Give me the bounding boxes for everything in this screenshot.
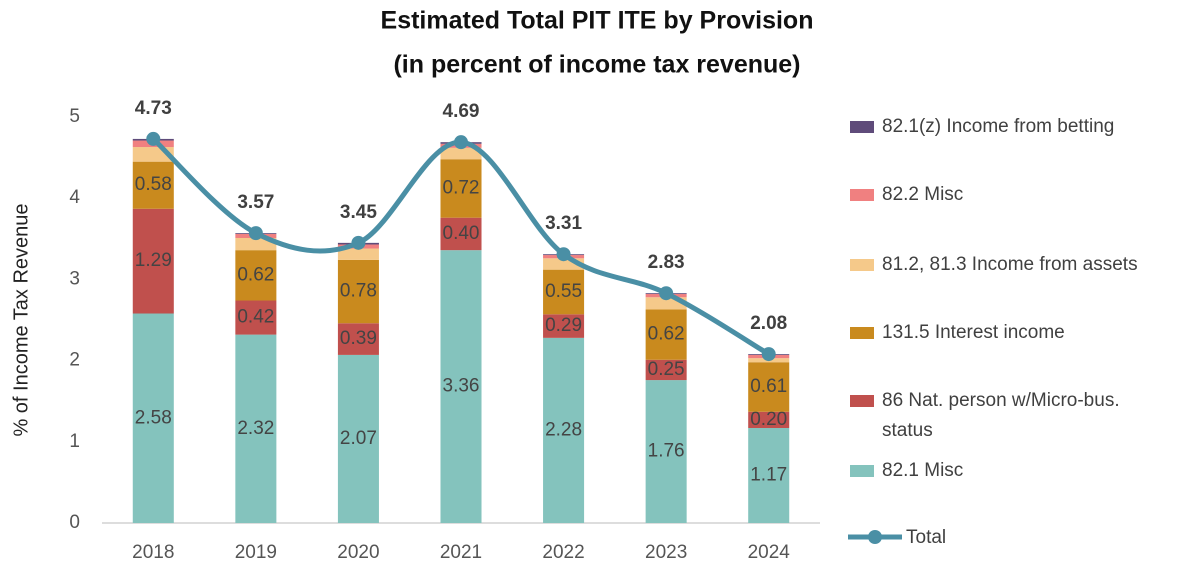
total-label: 4.73 bbox=[135, 98, 172, 119]
data-label: 0.20 bbox=[750, 409, 787, 430]
legend-item: 131.5 Interest income bbox=[850, 318, 1172, 348]
legend-label: 82.1(z) Income from betting bbox=[882, 116, 1115, 137]
bar-segment bbox=[235, 237, 277, 251]
data-label: 0.55 bbox=[545, 281, 582, 302]
x-tick-label: 2018 bbox=[132, 542, 174, 563]
data-label: 3.36 bbox=[443, 376, 480, 397]
legend-swatch bbox=[850, 121, 874, 133]
bar-segment bbox=[235, 334, 277, 523]
total-label: 3.45 bbox=[340, 202, 377, 223]
bar-segment bbox=[748, 411, 790, 428]
x-tick-label: 2023 bbox=[645, 542, 687, 563]
bar-segment bbox=[337, 354, 379, 523]
total-marker bbox=[248, 226, 263, 241]
bar-segment bbox=[337, 323, 379, 355]
y-tick-label: 1 bbox=[69, 431, 80, 452]
legend-label: 82.2 Misc bbox=[882, 184, 964, 205]
y-tick-label: 5 bbox=[69, 106, 80, 127]
bar-segment bbox=[235, 250, 277, 301]
total-marker bbox=[351, 235, 366, 250]
bar-segment bbox=[543, 269, 585, 315]
data-label: 2.58 bbox=[135, 407, 172, 428]
data-label: 0.40 bbox=[443, 223, 480, 244]
legend-label: 86 Nat. person w/Micro-bus. status bbox=[882, 390, 1120, 441]
total-marker bbox=[454, 135, 468, 150]
bar-segment bbox=[543, 337, 585, 523]
legend-item: 86 Nat. person w/Micro-bus. status bbox=[850, 386, 1172, 446]
bar-segment bbox=[132, 313, 174, 523]
total-marker bbox=[146, 131, 161, 146]
bar-segment bbox=[235, 300, 277, 335]
bar-segment bbox=[440, 250, 482, 523]
bar-segment bbox=[440, 217, 482, 251]
legend-swatch bbox=[868, 530, 882, 544]
data-label: 0.78 bbox=[340, 281, 377, 302]
total-marker bbox=[659, 286, 674, 301]
chart-subtitle: (in percent of income tax revenue) bbox=[393, 51, 800, 79]
total-label: 4.69 bbox=[443, 101, 480, 122]
legend-swatch bbox=[850, 259, 874, 271]
bar-segment bbox=[543, 314, 585, 338]
legend-label: 82.1 Misc bbox=[882, 460, 964, 481]
bar-segment bbox=[440, 159, 482, 218]
legend-item: 82.1(z) Income from betting bbox=[850, 112, 1172, 142]
data-label: 0.58 bbox=[135, 174, 172, 195]
y-tick-label: 0 bbox=[69, 512, 80, 533]
legend-swatch bbox=[850, 465, 874, 477]
y-axis-label: % of Income Tax Revenue bbox=[10, 203, 32, 436]
bar-segment bbox=[337, 259, 379, 324]
y-tick-label: 2 bbox=[69, 350, 80, 371]
x-tick-label: 2021 bbox=[440, 542, 482, 563]
legend-item: 81.2, 81.3 Income from assets bbox=[850, 250, 1172, 280]
legend-label: 81.2, 81.3 Income from assets bbox=[882, 254, 1138, 275]
data-label: 2.32 bbox=[237, 418, 274, 439]
total-marker bbox=[556, 247, 571, 262]
bar-segment bbox=[132, 161, 174, 209]
total-label: 2.08 bbox=[750, 313, 787, 334]
bar-segment bbox=[337, 248, 379, 260]
data-label: 0.42 bbox=[237, 307, 274, 328]
data-label: 0.61 bbox=[750, 376, 787, 397]
bar-segment bbox=[645, 380, 687, 523]
x-tick-label: 2024 bbox=[748, 542, 791, 563]
bar-segment bbox=[543, 258, 585, 270]
bar-segment bbox=[645, 309, 687, 360]
data-label: 1.29 bbox=[135, 250, 172, 271]
data-label: 0.29 bbox=[545, 315, 582, 336]
legend-swatch bbox=[850, 327, 874, 339]
data-label: 2.28 bbox=[545, 419, 582, 440]
bar-segment bbox=[748, 427, 790, 523]
legend-label: 131.5 Interest income bbox=[882, 322, 1065, 343]
legend-swatch bbox=[850, 189, 874, 201]
legend-swatch bbox=[850, 395, 874, 407]
data-label: 0.62 bbox=[648, 324, 685, 345]
legend-label: Total bbox=[906, 527, 946, 548]
x-tick-label: 2019 bbox=[235, 542, 277, 563]
total-label: 3.57 bbox=[237, 192, 274, 213]
bar-segment bbox=[645, 359, 687, 381]
legend-item: 82.1 Misc bbox=[850, 456, 1172, 486]
total-marker bbox=[761, 347, 776, 362]
data-label: 0.72 bbox=[443, 177, 480, 198]
total-label: 2.83 bbox=[648, 252, 685, 273]
total-label: 3.31 bbox=[545, 213, 582, 234]
bar-segment bbox=[132, 208, 174, 314]
y-tick-label: 3 bbox=[69, 268, 80, 289]
data-label: 0.62 bbox=[237, 264, 274, 285]
data-label: 1.76 bbox=[648, 441, 685, 462]
data-label: 0.25 bbox=[648, 359, 685, 380]
x-tick-label: 2022 bbox=[542, 542, 584, 563]
data-label: 2.07 bbox=[340, 428, 377, 449]
bar-segment bbox=[748, 362, 790, 412]
data-label: 1.17 bbox=[750, 465, 787, 486]
bar-segment bbox=[440, 147, 482, 160]
data-label: 0.39 bbox=[340, 328, 377, 349]
chart-title: Estimated Total PIT ITE by Provision bbox=[381, 7, 814, 35]
y-tick-label: 4 bbox=[69, 187, 80, 208]
legend-item: 82.2 Misc bbox=[850, 180, 1172, 210]
x-tick-label: 2020 bbox=[337, 542, 379, 563]
